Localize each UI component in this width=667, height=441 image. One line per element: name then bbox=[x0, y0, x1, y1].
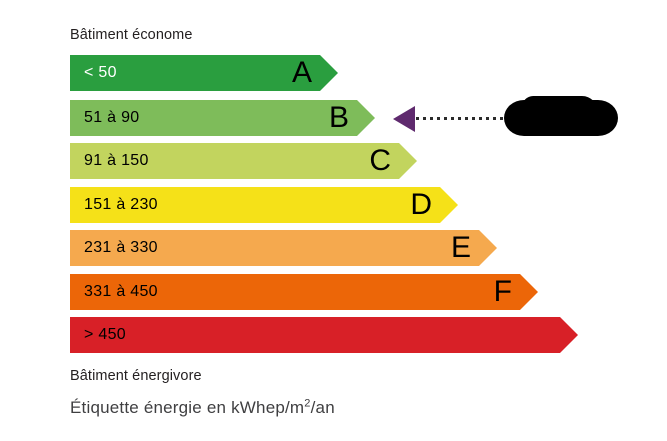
bar-range-label: 331 à 450 bbox=[84, 283, 158, 300]
bar-class-letter: E bbox=[450, 231, 471, 264]
energy-class-bar-b: 51 à 90 B bbox=[70, 100, 375, 136]
energy-class-bar-f: 331 à 450 F bbox=[70, 274, 538, 310]
bar-shape bbox=[70, 274, 538, 310]
bar-shape bbox=[70, 317, 578, 353]
bar-shape bbox=[70, 100, 375, 136]
bar-shape bbox=[70, 187, 458, 223]
energy-unit-caption: Étiquette énergie en kWhep/m2/an bbox=[70, 398, 335, 418]
caption-economical-building: Bâtiment économe bbox=[70, 27, 193, 43]
bar-shape bbox=[70, 143, 417, 179]
bar-class-letter: C bbox=[369, 144, 391, 177]
bar-range-label: 91 à 150 bbox=[84, 152, 149, 169]
energy-class-bar-e: 231 à 330 E bbox=[70, 230, 497, 266]
energy-unit-exponent: 2 bbox=[304, 397, 311, 410]
bar-range-label: 51 à 90 bbox=[84, 109, 140, 126]
bar-range-label: < 50 bbox=[84, 64, 117, 81]
bar-class-letter: F bbox=[493, 275, 512, 308]
bar-class-letter: D bbox=[410, 188, 432, 221]
energy-class-bar-c: 91 à 150 C bbox=[70, 143, 417, 179]
bar-range-label: 151 à 230 bbox=[84, 196, 158, 213]
energy-unit-prefix: Étiquette énergie en kWhep/m bbox=[70, 398, 305, 417]
energy-class-bar-g: > 450 bbox=[70, 317, 578, 353]
energy-unit-suffix: /an bbox=[310, 398, 335, 417]
bar-class-letter: A bbox=[291, 56, 312, 89]
bar-shape bbox=[70, 230, 497, 266]
caption-energy-consuming-building: Bâtiment énergivore bbox=[70, 368, 202, 384]
energy-class-bar-d: 151 à 230 D bbox=[70, 187, 458, 223]
bar-shape bbox=[70, 55, 338, 91]
bar-range-label: > 450 bbox=[84, 326, 126, 343]
bar-range-label: 231 à 330 bbox=[84, 239, 158, 256]
energy-class-bar-a: < 50 A bbox=[70, 55, 338, 91]
bar-class-letter: B bbox=[328, 101, 349, 134]
